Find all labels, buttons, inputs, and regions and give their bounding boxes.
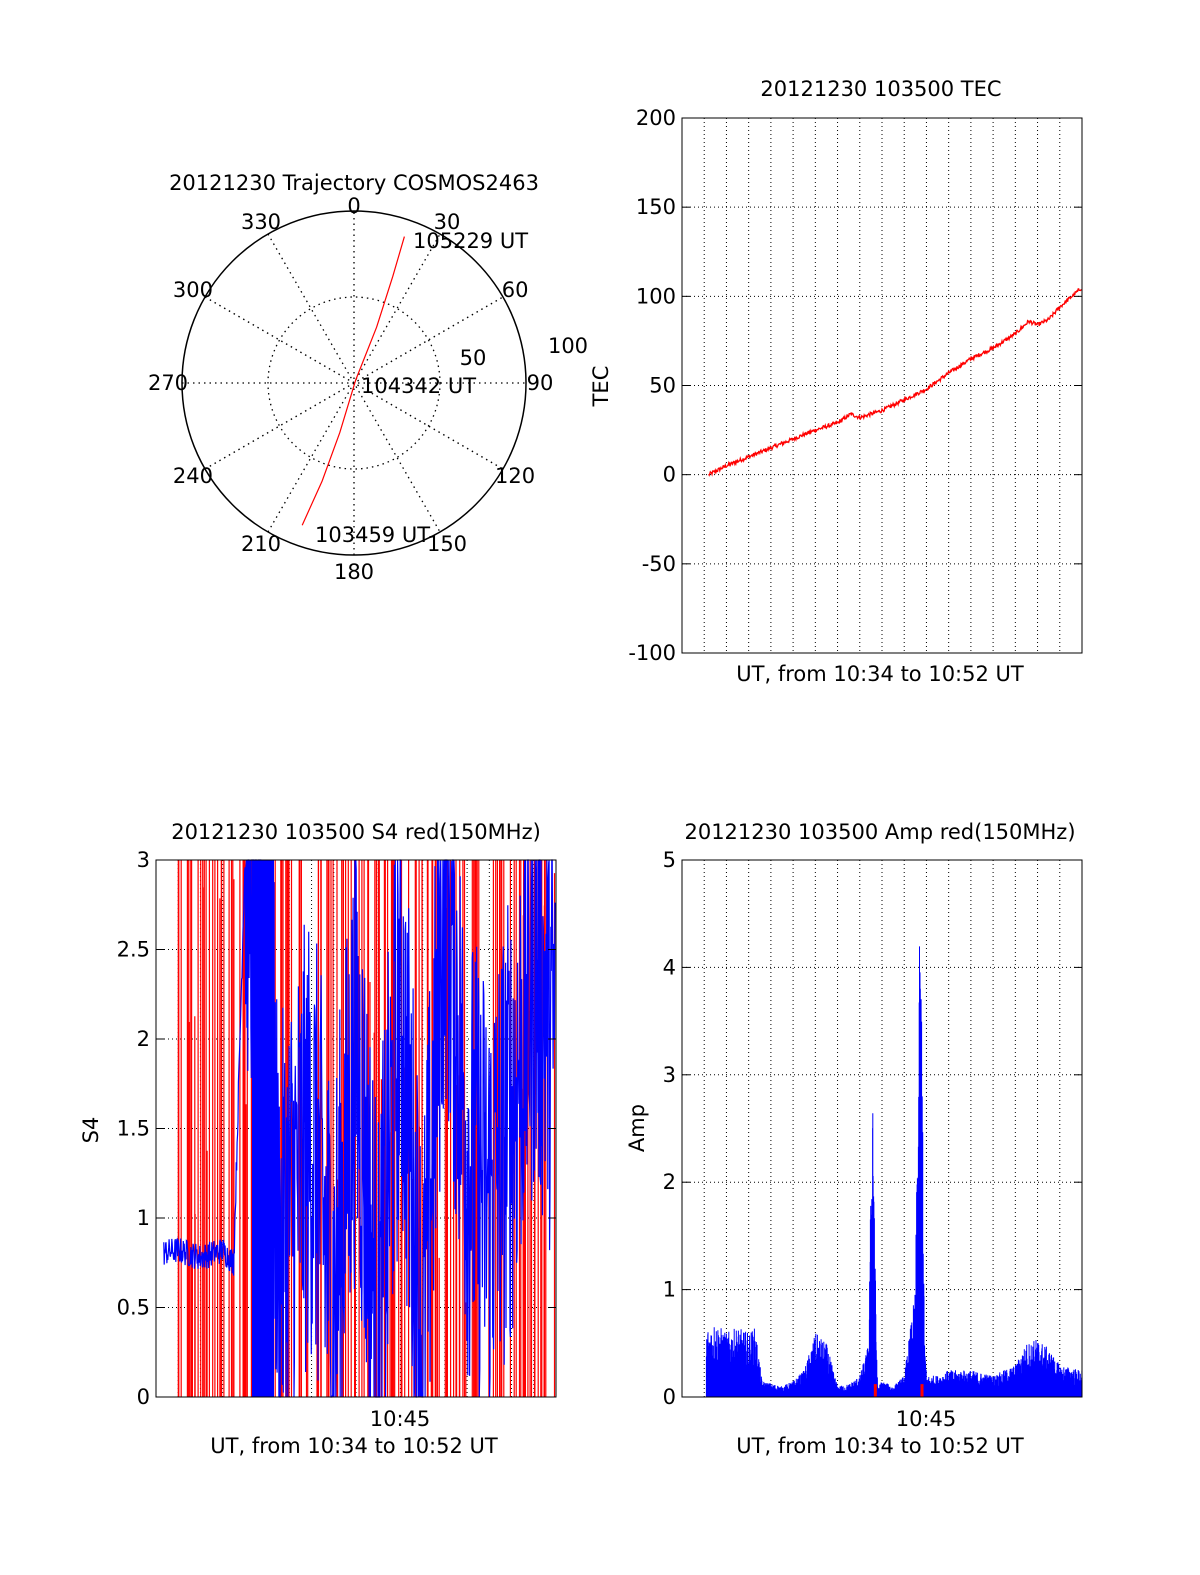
amp-series-blue [705, 946, 1083, 1397]
y-tick-label: 200 [636, 106, 676, 130]
y-tick-label: 3 [663, 1063, 676, 1087]
polar-azimuth-label: 330 [241, 210, 281, 234]
s4-xtick-label: 10:45 [370, 1407, 431, 1431]
polar-grid [181, 210, 527, 556]
y-tick-label: 0 [663, 463, 676, 487]
polar-azimuth-label: 120 [495, 464, 535, 488]
tec-yticks: -100 -50 0 50 100 150 200 [628, 106, 1082, 665]
panel-polar-trajectory: 20121230 Trajectory COSMOS2463 0 30 60 90 12… [148, 171, 588, 584]
y-tick-label: 2.5 [117, 938, 150, 962]
polar-azimuth-label: 300 [173, 278, 213, 302]
amp-plot-frame [681, 859, 1083, 1398]
tec-grid [682, 118, 1082, 653]
polar-radial-label-100: 100 [548, 334, 588, 358]
y-tick-label: 150 [636, 195, 676, 219]
y-tick-label: 3 [137, 848, 150, 872]
s4-title: 20121230 103500 S4 red(150MHz) [171, 820, 541, 844]
polar-trajectory-trace [301, 236, 405, 526]
y-tick-label: 0 [663, 1385, 676, 1409]
s4-xlabel: UT, from 10:34 to 10:52 UT [210, 1434, 498, 1458]
s4-plot-frame [155, 859, 557, 1398]
y-tick-label: 1 [137, 1206, 150, 1230]
y-tick-label: 1 [663, 1278, 676, 1302]
tec-title: 20121230 103500 TEC [760, 77, 1001, 101]
polar-annotation-mid: 104342 UT [361, 374, 476, 398]
panel-s4: 20121230 103500 S4 red(150MHz) 0 0.5 1 1.5 2… [79, 820, 557, 1458]
amp-xlabel: UT, from 10:34 to 10:52 UT [736, 1434, 1024, 1458]
polar-azimuth-label: 270 [148, 371, 188, 395]
polar-azimuth-label: 240 [173, 464, 213, 488]
polar-azimuth-label: 90 [527, 371, 554, 395]
amp-blue-trace [705, 946, 1083, 1397]
polar-radial-label-50: 50 [460, 346, 487, 370]
tec-series-line [708, 288, 1082, 477]
polar-spoke [267, 233, 441, 533]
s4-yticks: 0 0.5 1 1.5 2 2.5 3 [117, 848, 556, 1409]
y-tick-label: 0.5 [117, 1296, 150, 1320]
y-tick-label: 0 [137, 1385, 150, 1409]
y-tick-label: 100 [636, 284, 676, 308]
panel-amp: 20121230 103500 Amp red(150MHz) 0 1 2 3 4 5 A… [625, 820, 1083, 1458]
y-tick-label: -50 [642, 552, 676, 576]
y-tick-label: 50 [649, 374, 676, 398]
polar-azimuth-label: 0 [347, 194, 360, 218]
amp-grid [682, 860, 1082, 1397]
amp-ylabel: Amp [625, 1104, 649, 1152]
y-tick-label: 2 [663, 1170, 676, 1194]
amp-yticks: 0 1 2 3 4 5 [663, 848, 1082, 1409]
polar-annotation-end: 105229 UT [413, 229, 528, 253]
polar-azimuth-label: 210 [241, 532, 281, 556]
tec-ylabel: TEC [589, 366, 613, 408]
tec-plot-frame [681, 117, 1083, 654]
y-tick-label: -100 [628, 641, 676, 665]
polar-annotation-start: 103459 UT [315, 523, 430, 547]
amp-red-marker [873, 1384, 877, 1397]
polar-azimuth-label: 180 [334, 560, 374, 584]
s4-blue-line [163, 859, 556, 1398]
polar-azimuth-label: 30 [434, 210, 461, 234]
s4-series-blue [163, 859, 556, 1398]
y-tick-label: 1.5 [117, 1117, 150, 1141]
y-tick-label: 4 [663, 955, 676, 979]
amp-title: 20121230 103500 Amp red(150MHz) [684, 820, 1075, 844]
y-tick-label: 5 [663, 848, 676, 872]
y-tick-label: 2 [137, 1027, 150, 1051]
amp-xtick-label: 10:45 [896, 1407, 957, 1431]
polar-azimuth-label: 60 [502, 278, 529, 302]
amp-series-red [873, 1384, 924, 1397]
tec-xlabel: UT, from 10:34 to 10:52 UT [736, 662, 1024, 686]
polar-title: 20121230 Trajectory COSMOS2463 [169, 171, 539, 195]
amp-red-marker [920, 1384, 924, 1397]
polar-azimuth-labels: 0 30 60 90 120 150 180 210 240 270 300 330 [148, 194, 553, 584]
panel-tec: 20121230 103500 TEC -100-50050100150200 … [589, 77, 1083, 686]
s4-ylabel: S4 [79, 1117, 103, 1144]
polar-azimuth-label: 150 [427, 532, 467, 556]
polar-inner-circle [267, 296, 441, 470]
